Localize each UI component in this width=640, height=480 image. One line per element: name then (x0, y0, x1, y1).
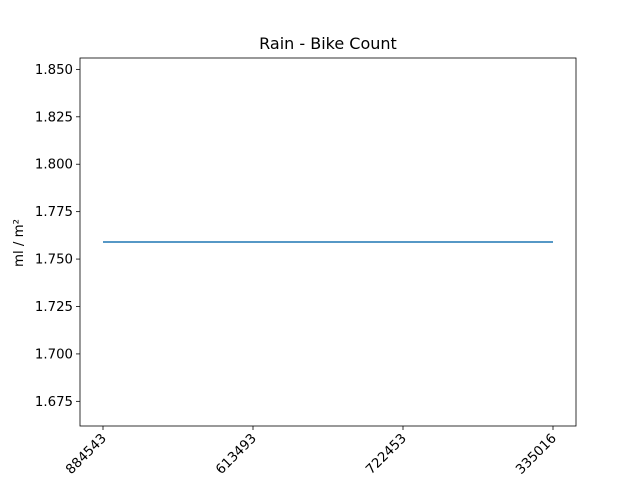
y-tick-label-2: 1.725 (35, 300, 73, 315)
y-tick-label-6: 1.825 (35, 110, 73, 125)
y-axis-label: ml / m² (12, 219, 27, 267)
y-tick-label-1: 1.700 (35, 347, 73, 362)
y-tick-label-5: 1.800 (35, 158, 73, 173)
chart-title: Rain - Bike Count (259, 34, 397, 53)
y-tick-label-3: 1.750 (35, 253, 73, 268)
y-tick-label-0: 1.675 (35, 395, 73, 410)
y-tick-label-7: 1.850 (35, 63, 73, 78)
y-tick-label-4: 1.775 (35, 205, 73, 220)
axes-frame (79, 57, 577, 427)
